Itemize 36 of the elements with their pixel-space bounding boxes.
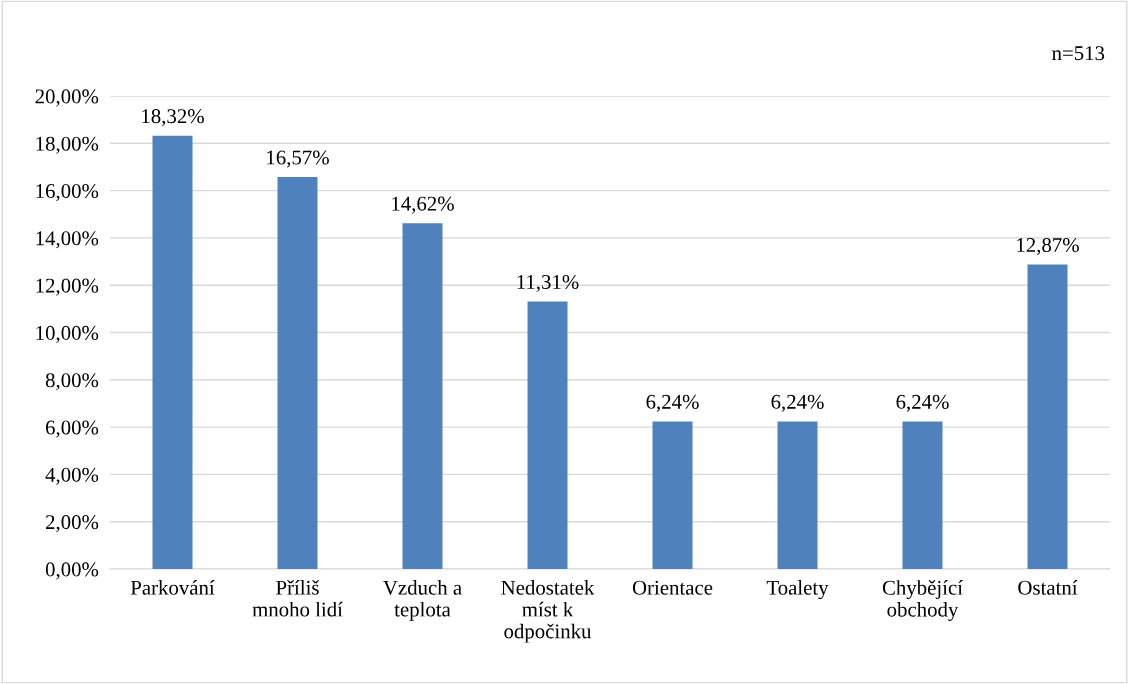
y-tick-label: 12,00% bbox=[36, 278, 99, 296]
data-label: 6,24% bbox=[896, 394, 949, 412]
y-tick-label: 20,00% bbox=[35, 89, 99, 107]
y-tick-label: 16,00% bbox=[36, 183, 99, 202]
data-label: 12,87% bbox=[1017, 238, 1079, 256]
y-tick-label: 4,00% bbox=[45, 467, 99, 485]
y-tick-label: 14,00% bbox=[36, 231, 99, 249]
x-tick-label: Vzduch a teplota bbox=[383, 580, 462, 621]
data-label: 16,57% bbox=[267, 150, 329, 168]
bar bbox=[402, 223, 443, 569]
y-tick-label: 18,00% bbox=[36, 136, 99, 154]
y-tick-label: 8,00% bbox=[45, 373, 99, 391]
x-tick-label: Nedostatek míst k odpočinku bbox=[501, 580, 595, 643]
x-tick-label: Příliš mnoho lidí bbox=[252, 580, 343, 617]
bar bbox=[652, 421, 693, 569]
bar bbox=[777, 421, 818, 569]
bar bbox=[277, 177, 318, 569]
data-label: 18,32% bbox=[142, 109, 204, 127]
y-tick-label: 10,00% bbox=[36, 325, 99, 343]
x-tick-label: Chybějící obchody bbox=[882, 580, 963, 621]
x-tick-label: Ostatní bbox=[1018, 580, 1078, 595]
data-label: 6,24% bbox=[646, 394, 699, 412]
bar bbox=[902, 421, 943, 569]
bar bbox=[152, 135, 193, 569]
data-label: 14,62% bbox=[392, 196, 454, 214]
y-tick-label: 6,00% bbox=[45, 420, 99, 438]
data-label: 11,31% bbox=[517, 274, 579, 292]
x-tick-label: Toalety bbox=[766, 580, 829, 600]
text: n=513 bbox=[1052, 46, 1105, 61]
y-tick-label: 2,00% bbox=[45, 515, 99, 533]
x-tick-label: Parkování bbox=[130, 580, 215, 595]
y-tick-label: 0,00% bbox=[45, 562, 99, 580]
x-tick-label: Orientace bbox=[632, 580, 713, 595]
bar bbox=[527, 301, 568, 569]
bar bbox=[1027, 264, 1068, 569]
data-label: 6,24% bbox=[771, 394, 824, 412]
